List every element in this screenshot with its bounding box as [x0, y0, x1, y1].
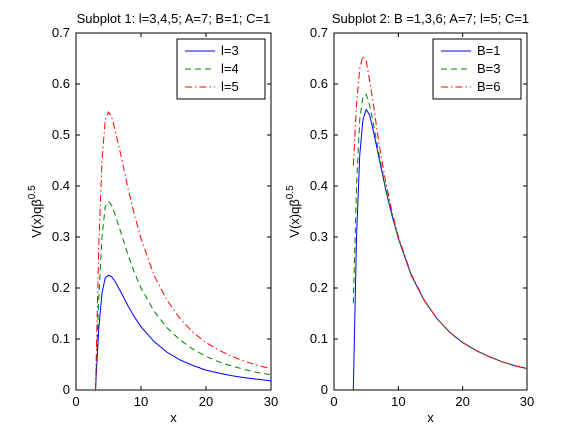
legend-label-1: l=3 [221, 43, 239, 58]
legend: B=1 B=3 B=6 [432, 38, 522, 100]
legend-box [432, 38, 522, 100]
y-tick-label: 0.4 [52, 178, 70, 193]
x-tick-label: 30 [264, 394, 278, 409]
subplot-2: 0 10 20 30 0 0.1 0.2 0.3 0.4 0.5 0.6 0.7 Subplot 2: … [285, 11, 534, 425]
x-tick-label: 10 [391, 394, 405, 409]
x-axis-label: x [427, 410, 434, 425]
legend-label-1: B=1 [477, 43, 501, 58]
x-tick-label: 0 [72, 394, 79, 409]
legend-box [176, 38, 266, 100]
y-axis-label: V(x)qβ0.5 [285, 185, 302, 238]
y-tick-label: 0.2 [52, 280, 70, 295]
y-tick-label: 0.6 [52, 76, 70, 91]
y-axis-label: V(x)qβ0.5 [27, 185, 44, 238]
legend-label-2: l=4 [221, 61, 239, 76]
series-line-3 [352, 54, 528, 370]
y-tick-label: 0.2 [310, 280, 328, 295]
x-tick-label: 30 [520, 394, 534, 409]
y-tick-label: 0.5 [52, 127, 70, 142]
x-tick-label: 20 [455, 394, 469, 409]
legend-label-3: l=5 [221, 79, 239, 94]
panels: 0 10 20 30 0 0.1 0.2 0.3 0.4 0.5 0.6 0.7 Subplot 1: … [27, 11, 534, 425]
y-axis-label-base: V(x)qβ [287, 199, 302, 238]
chart-title: Subplot 1: l=3,4,5; A=7; B=1; C=1 [77, 11, 271, 26]
y-tick-label: 0.6 [310, 76, 328, 91]
x-tick-label: 10 [134, 394, 148, 409]
legend-label-2: B=3 [477, 61, 501, 76]
y-tick-label: 0.7 [310, 25, 328, 40]
y-tick-label: 0.3 [310, 229, 328, 244]
y-tick-label: 0.4 [310, 178, 328, 193]
legend-label-3: B=6 [477, 79, 501, 94]
y-axis-label-exponent: 0.5 [285, 185, 296, 199]
y-tick-label: 0.3 [52, 229, 70, 244]
x-axis-label: x [170, 410, 177, 425]
series-line-1 [95, 274, 272, 391]
x-tick-label: 20 [199, 394, 213, 409]
series-line-3 [95, 110, 272, 391]
y-axis-label-base: V(x)qβ [29, 199, 44, 238]
chart-title: Subplot 2: B =1,3,6; A=7; l=5; C=1 [332, 11, 529, 26]
y-tick-label: 0.1 [310, 331, 328, 346]
subplot-1: 0 10 20 30 0 0.1 0.2 0.3 0.4 0.5 0.6 0.7 Subplot 1: … [27, 11, 278, 425]
y-tick-label: 0.1 [52, 331, 70, 346]
y-tick-label: 0 [63, 382, 70, 397]
y-axis-label-exponent: 0.5 [27, 185, 38, 199]
y-tick-label: 0.7 [52, 25, 70, 40]
y-tick-label: 0 [321, 382, 328, 397]
y-tick-label: 0.5 [310, 127, 328, 142]
x-tick-label: 0 [330, 394, 337, 409]
series-line-2 [95, 200, 272, 391]
legend: l=3 l=4 l=5 [176, 38, 266, 100]
